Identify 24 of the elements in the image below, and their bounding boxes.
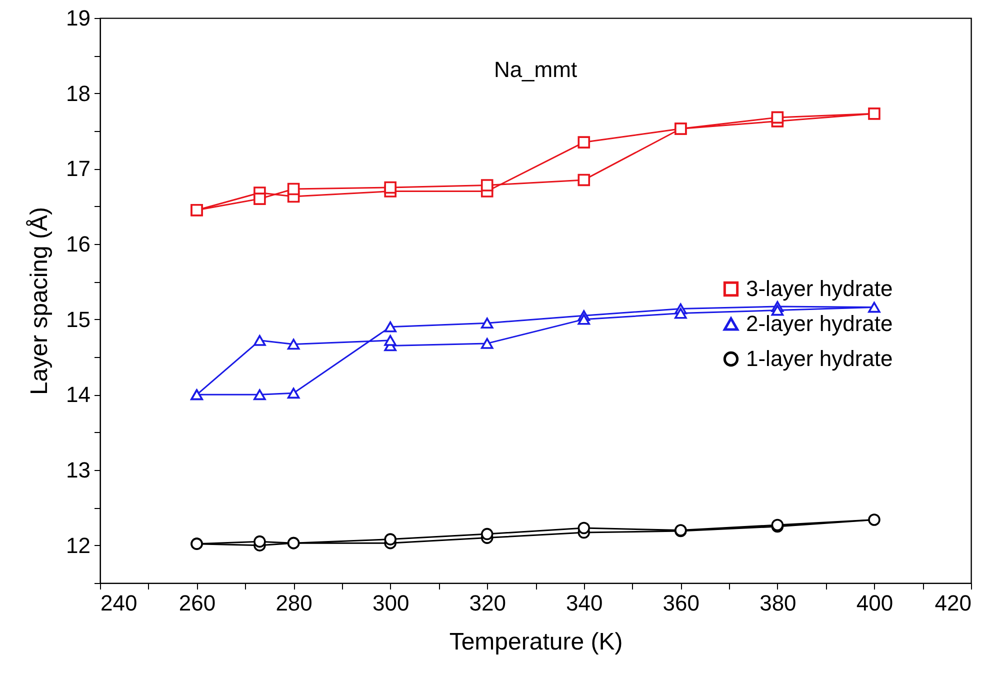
y-tick-label: 18 (66, 80, 90, 106)
y-tick-label: 19 (66, 6, 90, 30)
x-tick-label: 260 (178, 590, 216, 616)
x-tick-label: 240 (100, 590, 138, 616)
text: Na_mmt (494, 57, 578, 82)
y-tick-label: 12 (66, 532, 90, 558)
x-tick-label: 320 (469, 590, 506, 616)
legend-label: 2-layer hydrate (746, 311, 893, 336)
x-tick-label: 300 (372, 590, 410, 616)
x-tick-label: 340 (566, 590, 603, 616)
x-axis-title: Temperature (K) (449, 628, 623, 656)
x-tick-label: 420 (934, 590, 972, 616)
legend-label: 1-layer hydrate (746, 346, 893, 371)
y-tick-label: 13 (66, 458, 90, 482)
x-tick-label: 360 (662, 590, 700, 616)
x-tick-label: 400 (856, 590, 894, 616)
y-axis-title: Layer spacing (Å) (26, 206, 54, 396)
x-tick-label: 380 (760, 590, 796, 616)
y-tick-label: 17 (66, 156, 90, 182)
y-tick-label: 14 (66, 382, 90, 408)
y-tick-label: 15 (66, 306, 90, 332)
x-tick-label: 280 (276, 590, 312, 616)
y-tick-label: 16 (66, 232, 90, 256)
legend-label: 3-layer hydrate (746, 276, 893, 301)
